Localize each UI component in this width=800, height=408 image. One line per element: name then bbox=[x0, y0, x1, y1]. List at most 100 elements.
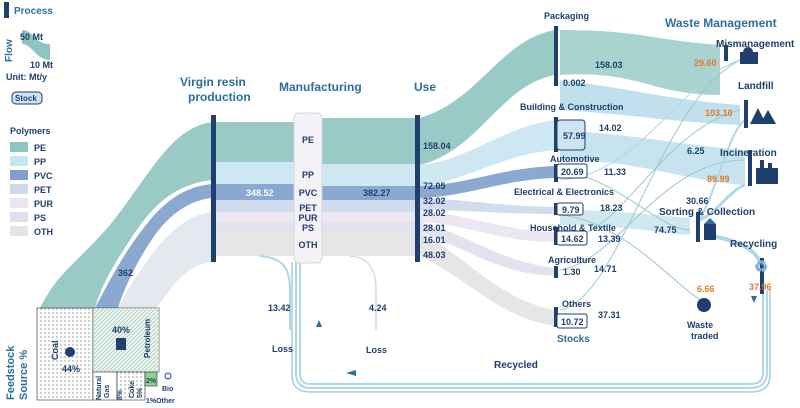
recycling-symbol-icon: ♻ bbox=[754, 259, 768, 276]
flow-mfg-oth bbox=[322, 232, 416, 256]
bio-pct: 2% bbox=[146, 378, 157, 385]
household-out: 13.39 bbox=[598, 234, 621, 244]
legend-label-pur: PUR bbox=[34, 199, 54, 209]
incineration-icon bbox=[756, 160, 778, 184]
legend-label-pp: PP bbox=[34, 157, 46, 167]
flow-layer bbox=[40, 30, 771, 393]
legend-stock-box bbox=[11, 91, 43, 105]
sorting-icon bbox=[704, 218, 716, 240]
legend-swatch-oth bbox=[10, 226, 28, 236]
mfg-label-oth: OTH bbox=[299, 240, 318, 250]
flow-to-sorting bbox=[560, 210, 690, 235]
building-stock-box bbox=[556, 119, 586, 151]
flow-virgin-pet bbox=[216, 200, 296, 212]
manufacturing-title: Manufacturing bbox=[279, 80, 362, 94]
landfill-icon bbox=[750, 108, 776, 124]
legend-process-bar bbox=[4, 2, 9, 18]
polymer-legend-list: PE PP PVC PET PUR PS OTH bbox=[10, 142, 54, 237]
feedstock-coal-area bbox=[36, 307, 94, 401]
automotive-out: 11.33 bbox=[604, 167, 626, 177]
packaging-bar bbox=[554, 26, 558, 86]
feedstock-coke-area bbox=[116, 371, 146, 401]
flow-virgin-pe bbox=[216, 122, 296, 162]
flow-mfg-pp bbox=[322, 164, 416, 186]
feedstock-box: FeedstockSource % Coal 44% 40% Petroleum… bbox=[5, 307, 175, 405]
legend-label-pe: PE bbox=[34, 143, 46, 153]
legend-label-ps: PS bbox=[34, 213, 46, 223]
agriculture-bar bbox=[554, 266, 558, 278]
flow-recycled-loop-inner bbox=[297, 262, 766, 387]
process-bars bbox=[211, 26, 764, 327]
legend-stock-label: Stock bbox=[15, 94, 37, 103]
flow-mfg-pur bbox=[322, 212, 416, 222]
legend-process-label: Process bbox=[14, 6, 53, 17]
use-value-0: 158.04 bbox=[423, 141, 451, 151]
automotive-bar bbox=[554, 164, 558, 182]
bio-icon bbox=[164, 372, 172, 380]
virgin-title: Virgin resin production bbox=[180, 75, 251, 104]
mismanagement-value: 29.60 bbox=[694, 58, 717, 68]
electrical-label: Electrical & Electronics bbox=[514, 187, 614, 197]
recycling-bar bbox=[760, 258, 764, 294]
legend-flow-shape bbox=[22, 30, 50, 60]
legend-flow-label: Flow bbox=[4, 39, 15, 62]
recycled-label: Recycled bbox=[494, 360, 538, 371]
petroleum-pct: 40% bbox=[112, 325, 130, 335]
legend-swatch-pp bbox=[10, 156, 28, 166]
use-value-1: 72.05 bbox=[423, 181, 446, 191]
legend-flow-big: 50 Mt bbox=[20, 32, 43, 42]
feedstock-title: FeedstockSource % bbox=[5, 345, 30, 400]
flow-thin-6 bbox=[559, 59, 741, 181]
incineration-bar bbox=[748, 150, 752, 186]
building-bar bbox=[554, 117, 558, 152]
incineration-label: Incineration bbox=[720, 148, 777, 159]
coal-pct: 44% bbox=[62, 364, 80, 374]
building-stock: 57.99 bbox=[563, 131, 586, 141]
sorting-label: Sorting & Collection bbox=[659, 207, 755, 218]
flow-use-household bbox=[420, 210, 555, 242]
mismanagement-bar bbox=[724, 45, 728, 61]
loop-up-arrow-icon bbox=[316, 320, 322, 327]
recycle-down-arrow-icon bbox=[751, 296, 757, 303]
loss-2-label: Loss bbox=[366, 345, 387, 355]
legend-unit: Unit: Mt/y bbox=[6, 72, 47, 82]
other-label: 1%Other bbox=[146, 398, 175, 405]
coal-label: Coal bbox=[50, 340, 60, 360]
others-stock-box bbox=[556, 313, 588, 329]
loss-2-value: 4.24 bbox=[369, 303, 387, 313]
mfg-label-pe: PE bbox=[302, 135, 314, 145]
legend-label-oth: OTH bbox=[34, 227, 53, 237]
household-bar bbox=[554, 227, 558, 245]
automotive-stock: 20.69 bbox=[561, 167, 584, 177]
flow-virgin-pvc bbox=[216, 184, 296, 200]
mfg-label-pp: PP bbox=[302, 170, 314, 180]
globe-icon bbox=[697, 298, 711, 312]
legend-label-pvc: PVC bbox=[34, 171, 53, 181]
legend-swatch-ps bbox=[10, 212, 28, 222]
flow-use-building bbox=[420, 120, 555, 186]
natural-gas-label: NaturalGas bbox=[96, 376, 111, 400]
loss-1-label: Loss bbox=[272, 344, 293, 354]
use-value-4: 28.01 bbox=[423, 223, 446, 233]
flow-mfg-pvc bbox=[322, 186, 416, 200]
flow-thin-3 bbox=[559, 159, 746, 271]
mismanagement-icon bbox=[740, 47, 758, 64]
virgin-process-bar bbox=[211, 115, 216, 262]
bio-label: Bio bbox=[162, 386, 173, 393]
mismanagement-label: Mismanagement bbox=[716, 39, 795, 50]
flow-use-electrical bbox=[420, 198, 555, 214]
manufacturing-box bbox=[293, 112, 323, 264]
flow-loss-2 bbox=[349, 255, 377, 330]
waste-traded-value: 6.66 bbox=[697, 284, 715, 294]
incineration-value: 89.99 bbox=[707, 174, 730, 184]
flow-virgin-oth bbox=[216, 232, 296, 256]
flow-thin-4 bbox=[559, 59, 741, 311]
flow-feedstock-pvc bbox=[95, 184, 212, 308]
mfg-label-pur: PUR bbox=[298, 213, 318, 223]
flow-packaging-waste bbox=[560, 30, 720, 95]
petroleum-icon bbox=[116, 338, 126, 350]
legend: Process Flow 50 Mt 10 Mt Unit: Mt/y Stoc… bbox=[4, 2, 54, 237]
mfg-label-pvc: PVC bbox=[299, 188, 318, 198]
